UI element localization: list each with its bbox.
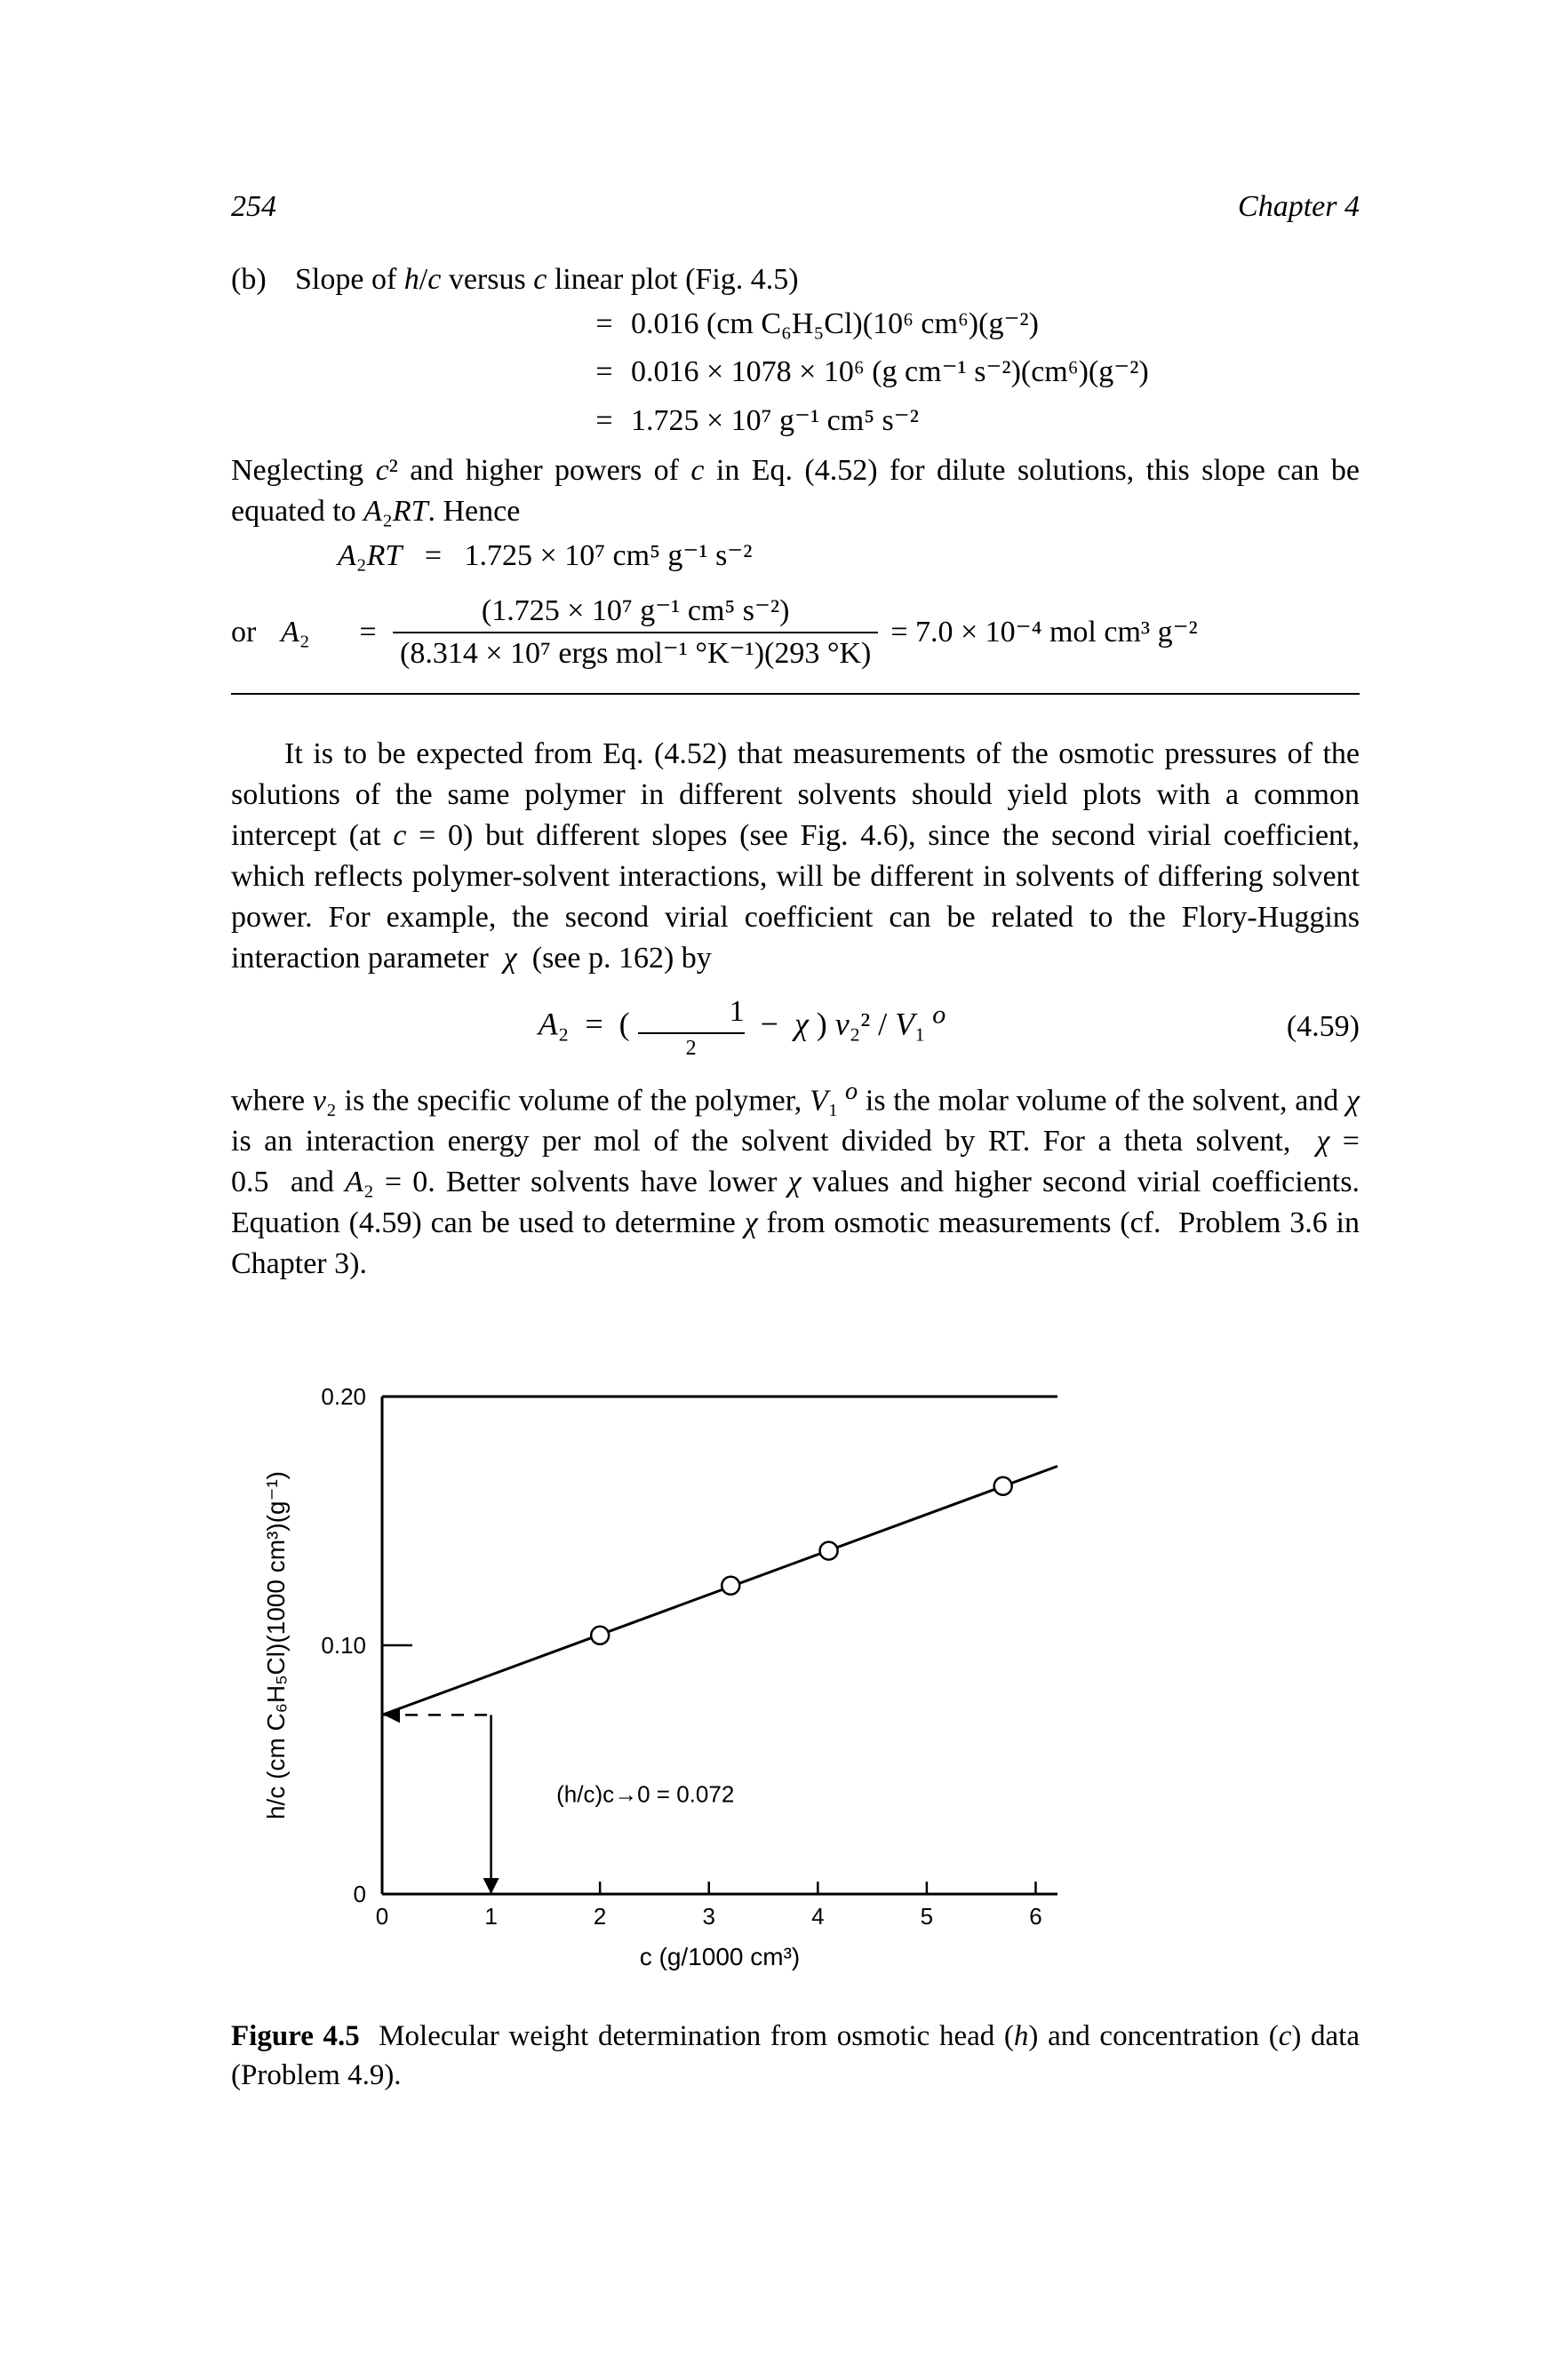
page-number: 254 [231, 187, 276, 227]
svg-text:6: 6 [1029, 1903, 1041, 1930]
neglecting-text: Neglecting c² and higher powers of c in … [231, 450, 1360, 532]
chapter-name: Chapter 4 [1238, 187, 1360, 227]
svg-text:1: 1 [484, 1903, 497, 1930]
figure-4-5-caption-text: Molecular weight determination from osmo… [231, 2020, 1360, 2092]
slope-eq-row2: 0.016 × 1078 × 10⁶ (g cm⁻¹ s⁻²)(cm⁶)(g⁻²… [631, 348, 1149, 396]
slope-equation-block: =0.016 (cm C₆H₅Cl)(10⁶ cm⁶)(g⁻²) =0.016 … [578, 300, 1360, 445]
svg-text:c (g/1000 cm³): c (g/1000 cm³) [640, 1943, 801, 1970]
a2rt-lhs: A₂RT [338, 539, 402, 572]
section-divider [231, 693, 1360, 695]
a2-lhs: A₂ [281, 612, 343, 653]
or-label: or [231, 612, 281, 653]
body-paragraph-1: It is to be expected from Eq. (4.52) tha… [231, 734, 1360, 978]
slope-eq-row3: 1.725 × 10⁷ g⁻¹ cm⁵ s⁻² [631, 397, 919, 445]
figure-4-5-caption: Figure 4.5 Molecular weight determinatio… [231, 2017, 1360, 2096]
equation-4-59-number: (4.59) [1253, 1007, 1360, 1047]
body-paragraph-2: where v₂ is the specific volume of the p… [231, 1075, 1360, 1285]
figure-4-5-caption-label: Figure 4.5 [231, 2020, 360, 2052]
a2rt-equation: A₂RT = 1.725 × 10⁷ cm⁵ g⁻¹ s⁻² [338, 536, 1360, 577]
a2-fraction: (1.725 × 10⁷ g⁻¹ cm⁵ s⁻²) (8.314 × 10⁷ e… [393, 591, 878, 674]
svg-text:2: 2 [594, 1903, 606, 1930]
figure-4-5: 0 1 2 3 4 5 6 0 0.10 0.20 (h/c)c→0 = 0.072 c (g/100… [231, 1325, 1360, 2096]
a2-result: = 7.0 × 10⁻⁴ mol cm³ g⁻² [890, 612, 1197, 653]
section-b-lead: (b) Slope of h/c versus c linear plot (F… [231, 259, 1360, 300]
equation-4-59: A₂ = ( 12 − χ ) v₂² / V₁ o (4.59) [231, 991, 1360, 1063]
svg-text:0: 0 [376, 1903, 388, 1930]
svg-text:0.20: 0.20 [321, 1383, 366, 1410]
section-b-text: Slope of h/c versus c linear plot (Fig. … [295, 259, 799, 300]
svg-text:h/c (cm C₆H₅Cl)(1000 cm³)(g⁻¹: h/c (cm C₆H₅Cl)(1000 cm³)(g⁻¹) [262, 1471, 290, 1819]
svg-text:4: 4 [811, 1903, 824, 1930]
svg-text:0: 0 [354, 1881, 366, 1907]
a2rt-rhs: 1.725 × 10⁷ cm⁵ g⁻¹ s⁻² [465, 539, 753, 572]
a2-equation: or A₂ = (1.725 × 10⁷ g⁻¹ cm⁵ s⁻²) (8.314… [231, 591, 1360, 674]
section-b-tag: (b) [231, 259, 295, 300]
equation-4-59-body: A₂ = ( 12 − χ ) v₂² / V₁ o [231, 991, 1253, 1063]
svg-text:3: 3 [703, 1903, 715, 1930]
svg-text:5: 5 [921, 1903, 933, 1930]
a2-frac-num: (1.725 × 10⁷ g⁻¹ cm⁵ s⁻²) [393, 591, 878, 632]
svg-text:0.10: 0.10 [321, 1632, 366, 1659]
a2-frac-den: (8.314 × 10⁷ ergs mol⁻¹ °K⁻¹)(293 °K) [393, 632, 878, 674]
slope-eq-row1: 0.016 (cm C₆H₅Cl)(10⁶ cm⁶)(g⁻²) [631, 300, 1039, 348]
figure-4-5-plot: 0 1 2 3 4 5 6 0 0.10 0.20 (h/c)c→0 = 0.072 c (g/100… [231, 1325, 1137, 2001]
svg-text:(h/c)c→0 = 0.072: (h/c)c→0 = 0.072 [556, 1780, 734, 1807]
